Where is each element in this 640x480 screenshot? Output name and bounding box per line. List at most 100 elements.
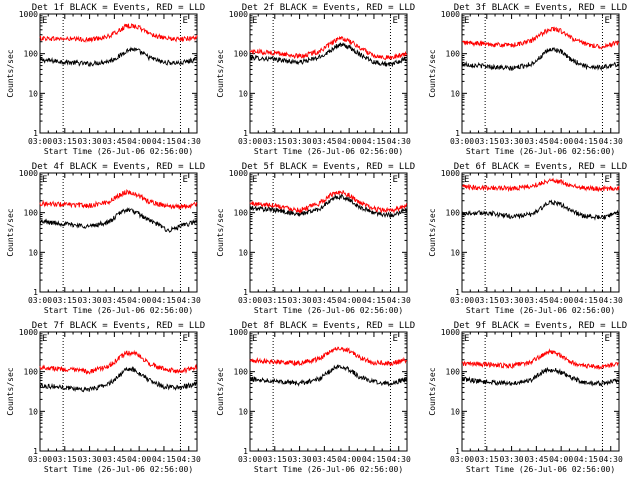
x-tick-label: 03:15	[475, 455, 499, 464]
panel-title: Det 9f BLACK = Events, RED = LLD	[454, 321, 627, 331]
plot-frame	[461, 331, 620, 452]
x-tick-label: 04:30	[599, 296, 623, 305]
x-axis-label: Start Time (26-Jul-06 02:56:00)	[466, 147, 615, 156]
y-axis-label: Counts/sec	[428, 208, 437, 256]
marker-label-right: E	[604, 16, 609, 26]
x-axis-label: Start Time (26-Jul-06 02:56:00)	[254, 465, 403, 474]
x-tick-label: 03:15	[263, 296, 287, 305]
x-tick-label: 03:00	[28, 296, 52, 305]
y-axis-label: Counts/sec	[6, 367, 15, 415]
plot-frame	[249, 172, 408, 293]
series-lld-line	[461, 348, 620, 371]
x-tick-label: 03:15	[263, 455, 287, 464]
x-tick-label: 03:00	[450, 137, 474, 146]
y-tick-label: 10	[450, 89, 460, 98]
series-lld-line	[39, 23, 198, 43]
panel-6: Det 6f BLACK = Events, RED = LLD 1 10 100 10…	[428, 162, 627, 315]
y-tick-label: 1000	[441, 169, 460, 178]
x-tick-label: 04:00	[127, 137, 151, 146]
x-tick-label: 03:00	[28, 137, 52, 146]
series-lld-line	[249, 190, 408, 214]
plot-frame	[249, 13, 408, 134]
y-tick-label: 100	[24, 50, 39, 59]
x-tick-label: 04:30	[387, 296, 411, 305]
marker-label-left: E	[464, 175, 469, 185]
y-tick-label: 1	[243, 129, 248, 138]
x-tick-label: 03:00	[28, 455, 52, 464]
y-tick-label: 100	[234, 50, 249, 59]
series-events-line	[39, 207, 198, 234]
series-lld-line	[39, 349, 198, 375]
y-tick-label: 10	[238, 248, 248, 257]
x-tick-label: 03:30	[78, 455, 102, 464]
y-tick-label: 10	[450, 248, 460, 257]
panel-5: Det 5f BLACK = Events, RED = LLD 1 10 100 10…	[216, 162, 415, 315]
marker-label-right: E	[182, 16, 187, 26]
plot-frame	[39, 13, 198, 134]
y-tick-label: 100	[234, 368, 249, 377]
panel-7: Det 7f BLACK = Events, RED = LLD 1 10 100 10…	[6, 321, 205, 474]
series-events-line	[461, 199, 620, 221]
x-tick-label: 04:15	[362, 455, 386, 464]
x-tick-label: 03:45	[102, 296, 126, 305]
plot-frame	[39, 331, 198, 452]
y-tick-label: 10	[238, 407, 248, 416]
x-tick-label: 03:45	[312, 455, 336, 464]
y-tick-label: 1	[455, 129, 460, 138]
x-tick-label: 03:15	[263, 137, 287, 146]
y-tick-label: 10	[28, 407, 38, 416]
panel-title: Det 8f BLACK = Events, RED = LLD	[242, 321, 415, 331]
panel-3: Det 3f BLACK = Events, RED = LLD 1 10 100 10…	[428, 3, 627, 156]
plot-frame	[461, 172, 620, 293]
y-tick-label: 100	[446, 368, 461, 377]
plot-frame	[461, 13, 620, 134]
plot-frame	[249, 331, 408, 452]
y-tick-label: 1	[33, 447, 38, 456]
x-tick-label: 03:00	[450, 296, 474, 305]
x-tick-label: 03:15	[475, 137, 499, 146]
x-tick-label: 04:30	[387, 455, 411, 464]
x-tick-label: 03:00	[450, 455, 474, 464]
panel-title: Det 4f BLACK = Events, RED = LLD	[32, 162, 205, 172]
panel-title: Det 5f BLACK = Events, RED = LLD	[242, 162, 415, 172]
y-axis-label: Counts/sec	[6, 49, 15, 97]
y-tick-label: 100	[24, 368, 39, 377]
y-tick-label: 1	[33, 288, 38, 297]
x-axis-label: Start Time (26-Jul-06 02:56:00)	[44, 465, 193, 474]
x-tick-label: 04:00	[337, 455, 361, 464]
marker-label-left: E	[252, 334, 257, 344]
y-tick-label: 1	[243, 288, 248, 297]
x-tick-label: 03:45	[312, 137, 336, 146]
y-tick-label: 10	[238, 89, 248, 98]
marker-label-left: E	[252, 175, 257, 185]
y-tick-label: 1	[243, 447, 248, 456]
panel-4: Det 4f BLACK = Events, RED = LLD 1 10 100 10…	[6, 162, 205, 315]
marker-label-right: E	[182, 175, 187, 185]
series-events-line	[461, 366, 620, 387]
x-tick-label: 03:30	[500, 296, 524, 305]
y-tick-label: 10	[450, 407, 460, 416]
y-tick-label: 10	[28, 248, 38, 257]
x-tick-label: 04:00	[549, 455, 573, 464]
x-tick-label: 04:15	[152, 296, 176, 305]
series-events-line	[39, 366, 198, 393]
marker-label-right: E	[392, 334, 397, 344]
y-tick-label: 1	[455, 288, 460, 297]
x-tick-label: 03:30	[288, 455, 312, 464]
marker-label-left: E	[42, 175, 47, 185]
series-lld-line	[461, 26, 620, 50]
marker-label-right: E	[392, 16, 397, 26]
series-events-line	[461, 47, 620, 72]
y-tick-label: 1000	[229, 169, 248, 178]
series-events-line	[39, 46, 198, 68]
marker-label-left: E	[464, 334, 469, 344]
x-axis-label: Start Time (26-Jul-06 02:56:00)	[44, 147, 193, 156]
x-tick-label: 03:30	[78, 137, 102, 146]
y-tick-label: 1000	[229, 328, 248, 337]
x-axis-label: Start Time (26-Jul-06 02:56:00)	[466, 306, 615, 315]
x-tick-label: 04:30	[599, 455, 623, 464]
x-tick-label: 04:30	[599, 137, 623, 146]
x-tick-label: 04:30	[177, 296, 201, 305]
y-tick-label: 100	[234, 209, 249, 218]
